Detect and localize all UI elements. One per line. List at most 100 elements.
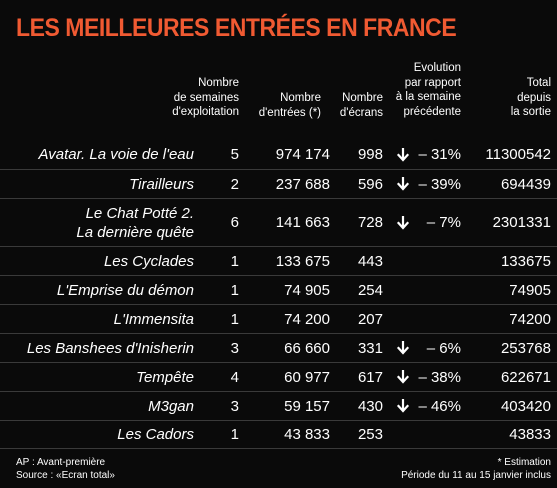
header-total: Total depuis la sortie	[510, 77, 551, 118]
entries-cell: 66 660	[284, 334, 330, 362]
entries-cell-text: 133 675	[275, 252, 330, 270]
weeks-cell-text: 3	[230, 397, 239, 415]
screens-cell-text: 331	[357, 339, 383, 357]
screens-cell: 430	[358, 392, 383, 420]
table-title: LES MEILLEURES ENTRÉES EN FRANCE	[16, 14, 457, 42]
screens-cell-text: 443	[357, 252, 383, 270]
film-title-text: Les Cadors	[117, 426, 194, 443]
table-body: Avatar. La voie de l'eau 5 974 174 998 – 31%…	[0, 140, 557, 449]
screens-cell: 254	[358, 276, 383, 304]
screens-cell: 331	[358, 334, 383, 362]
total-cell-text: 253768	[500, 339, 551, 357]
film-title: Les Cadors	[117, 421, 194, 448]
entries-cell-text: 74 905	[284, 281, 330, 299]
header-screens: Nombre d'écrans	[339, 92, 383, 119]
down-arrow-icon	[396, 140, 410, 169]
footer-notes: AP : Avant-première Source : «Ecran tota…	[16, 457, 115, 482]
total-cell: 694439	[501, 170, 551, 198]
film-title-text: Avatar. La voie de l'eau	[38, 146, 194, 163]
entries-cell: 74 905	[284, 276, 330, 304]
total-cell: 43833	[509, 421, 551, 448]
table-row: L'Immensita 1 74 200 207 74200	[0, 304, 557, 333]
table-row: Le Chat Potté 2. La dernière quête 6 141 6…	[0, 198, 557, 246]
screens-cell: 617	[358, 363, 383, 391]
evolution-cell-text: – 38%	[418, 368, 461, 386]
evolution-cell-text: – 7%	[426, 214, 461, 231]
entries-cell: 60 977	[284, 363, 330, 391]
weeks-cell-text: 3	[230, 339, 239, 357]
weeks-cell: 2	[231, 170, 239, 198]
weeks-cell: 1	[231, 421, 239, 448]
table-row: M3gan 3 59 157 430 – 46% 403420	[0, 391, 557, 420]
film-title-text: Tempête	[136, 368, 194, 386]
weeks-cell-text: 1	[230, 281, 239, 299]
entries-cell-text: 974 174	[275, 146, 330, 163]
film-title: L'Immensita	[114, 305, 194, 333]
entries-cell: 141 663	[276, 199, 330, 246]
footer-source: Source : «Ecran total»	[16, 469, 115, 481]
screens-cell: 998	[358, 140, 383, 169]
screens-cell-text: 430	[357, 397, 383, 415]
screens-cell-text: 253	[357, 426, 383, 443]
film-title-text: L'Immensita	[113, 310, 194, 328]
entries-cell: 974 174	[276, 140, 330, 169]
header-weeks: Nombre de semaines d'exploitation	[172, 77, 239, 118]
entries-cell: 74 200	[284, 305, 330, 333]
film-title: M3gan	[148, 392, 194, 420]
down-arrow-icon	[396, 170, 410, 198]
evolution-cell: – 46%	[418, 392, 461, 420]
evolution-cell: – 39%	[418, 170, 461, 198]
total-cell-text: 74200	[509, 310, 551, 328]
entries-cell: 133 675	[276, 247, 330, 275]
down-arrow-icon	[396, 363, 410, 391]
footer-estimation-note: * Estimation	[497, 457, 551, 468]
total-cell-text: 74905	[509, 281, 551, 299]
total-cell-text: 694439	[500, 175, 551, 193]
total-cell: 11300542	[485, 140, 551, 169]
down-arrow-icon	[396, 199, 410, 246]
table-row: L'Emprise du démon 1 74 905 254 74905	[0, 275, 557, 304]
weeks-cell: 5	[231, 140, 239, 169]
total-cell: 253768	[501, 334, 551, 362]
film-title: Les Cyclades	[104, 247, 194, 275]
weeks-cell: 6	[231, 199, 239, 246]
evolution-cell: – 31%	[418, 140, 461, 169]
down-arrow-icon	[396, 392, 410, 420]
evolution-cell-text: – 31%	[418, 146, 461, 163]
weeks-cell-text: 1	[230, 426, 239, 443]
total-cell-text: 43833	[509, 426, 551, 443]
weeks-cell-text: 5	[230, 146, 239, 163]
film-title: Tirailleurs	[129, 170, 194, 198]
film-title: Les Banshees d'Inisherin	[27, 334, 194, 362]
evolution-cell-text: – 46%	[418, 397, 461, 415]
screens-cell: 728	[358, 199, 383, 246]
weeks-cell-text: 1	[230, 310, 239, 328]
entries-cell-text: 60 977	[284, 368, 330, 386]
total-cell: 74905	[509, 276, 551, 304]
weeks-cell: 3	[231, 334, 239, 362]
screens-cell-text: 998	[357, 146, 383, 163]
header-entries: Nombre d'entrées (*)	[258, 92, 321, 119]
weeks-cell-text: 4	[230, 368, 239, 386]
evolution-cell: – 6%	[427, 334, 461, 362]
film-title-text: Les Banshees d'Inisherin	[26, 339, 194, 357]
entries-cell-text: 66 660	[284, 339, 330, 357]
evolution-cell: – 38%	[418, 363, 461, 391]
total-cell: 2301331	[493, 199, 551, 246]
total-cell-text: 11300542	[485, 146, 551, 163]
film-title: Avatar. La voie de l'eau	[39, 140, 194, 169]
weeks-cell-text: 1	[230, 252, 239, 270]
entries-cell-text: 74 200	[284, 310, 330, 328]
film-title-text: Tirailleurs	[129, 175, 194, 193]
total-cell: 74200	[509, 305, 551, 333]
footer-period-text: Période du 11 au 15 janvier inclus	[401, 469, 551, 481]
film-title: L'Emprise du démon	[57, 276, 194, 304]
header-evolution: Evolution par rapport à la semaine précé…	[395, 62, 461, 118]
total-cell-text: 622671	[500, 368, 551, 386]
screens-cell: 253	[358, 421, 383, 448]
weeks-cell-text: 2	[230, 175, 239, 193]
screens-cell: 596	[358, 170, 383, 198]
footer-ap-note: AP : Avant-première	[16, 457, 106, 468]
film-title: Le Chat Potté 2. La dernière quête	[76, 199, 194, 246]
